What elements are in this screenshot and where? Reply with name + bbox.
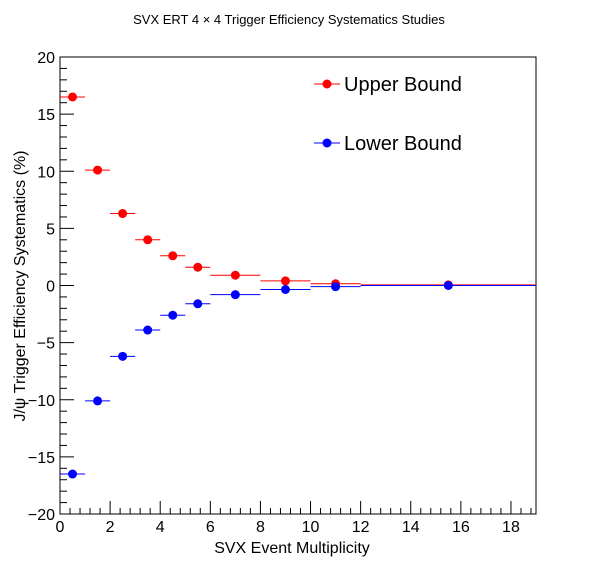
data-point: [193, 299, 202, 308]
data-point: [193, 263, 202, 272]
y-tick-label: −20: [28, 507, 55, 524]
x-tick-label: 6: [206, 519, 215, 536]
data-point: [168, 311, 177, 320]
data-point: [231, 271, 240, 280]
y-tick-label: 20: [37, 50, 55, 67]
series-lower-bound: [60, 281, 536, 479]
data-point: [93, 396, 102, 405]
data-point: [93, 166, 102, 175]
y-tick-label: −5: [37, 336, 55, 353]
legend-label: Upper Bound: [344, 74, 462, 96]
y-tick-label: −15: [28, 450, 55, 467]
data-point: [444, 281, 453, 290]
x-tick-label: 0: [56, 519, 65, 536]
x-tick-label: 16: [452, 519, 470, 536]
x-tick-label: 10: [302, 519, 320, 536]
legend: Upper Bound Lower Bound: [314, 74, 462, 155]
data-point: [68, 470, 77, 479]
data-series: [60, 92, 536, 478]
chart-title: SVX ERT 4 × 4 Trigger Efficiency Systema…: [133, 12, 445, 27]
legend-marker: [323, 139, 332, 148]
legend-marker: [323, 80, 332, 89]
data-point: [281, 276, 290, 285]
data-point: [118, 352, 127, 361]
data-point: [331, 282, 340, 291]
data-point: [68, 92, 77, 101]
series-upper-bound: [60, 92, 536, 289]
data-point: [143, 235, 152, 244]
x-tick-label: 2: [106, 519, 115, 536]
y-tick-label: 5: [46, 221, 55, 238]
x-tick-label: 14: [402, 519, 420, 536]
y-tick-label: 15: [37, 107, 55, 124]
data-point: [143, 326, 152, 335]
x-tick-label: 4: [156, 519, 165, 536]
y-axis-label: J/ψ Trigger Efficiency Systematics (%): [12, 150, 29, 421]
data-point: [168, 251, 177, 260]
x-tick-label: 12: [352, 519, 370, 536]
y-tick-label: 10: [37, 164, 55, 181]
y-tick-label: 0: [46, 279, 55, 296]
y-tick-label: −10: [28, 393, 55, 410]
data-point: [118, 209, 127, 218]
x-tick-label: 18: [502, 519, 520, 536]
data-point: [231, 290, 240, 299]
data-point: [281, 285, 290, 294]
x-tick-label: 8: [256, 519, 265, 536]
tick-labels: 0 2 4 6 8 10 12 14 16 18 −20 −15 −10 −5 0 5 10 15 20: [28, 50, 520, 536]
x-axis-label: SVX Event Multiplicity: [214, 540, 370, 557]
legend-label: Lower Bound: [344, 133, 462, 155]
